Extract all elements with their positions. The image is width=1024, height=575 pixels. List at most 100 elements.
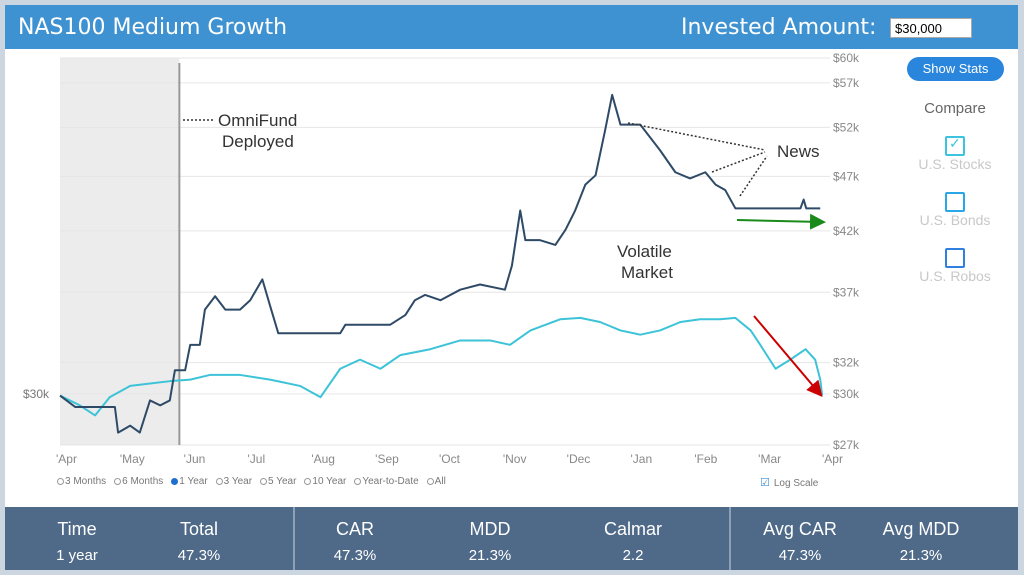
stat-time: Time 1 year [17,507,137,564]
range-option-3-year[interactable]: 3 Year [215,476,253,487]
stat-total: Total 47.3% [139,507,259,564]
stat-value: 21.3% [468,547,512,564]
range-label: 3 Months [65,476,107,487]
news-pointers [627,122,768,197]
invested-amount-input[interactable]: $30,000 [890,18,972,38]
compare-label: Compare [924,100,986,117]
stats-divider [729,507,731,570]
time-range-selector: 3 Months 6 Months 1 Year 3 Year 5 Year 10 Yea… [57,476,446,487]
deployed-annotation-line2: Deployed [222,132,294,151]
stat-value: 1 year [56,547,98,564]
stat-value: 47.3% [778,547,822,564]
log-scale-toggle[interactable]: ☑ Log Scale [760,476,818,489]
compare-option-label: U.S. Robos [919,268,991,284]
radio-icon [260,478,268,485]
compare-option-label: U.S. Stocks [918,156,992,172]
compare-checkbox-u-s-robos[interactable] [945,248,965,268]
range-option-all[interactable]: All [426,476,446,487]
y-tick-label: $32k [833,356,860,370]
start-value-label: $30k [23,387,50,401]
y-tick-label: $27k [833,438,860,452]
news-annotation: News [777,142,820,161]
range-label: 3 Year [223,476,253,487]
compare-checkbox-u-s-stocks[interactable]: ✓ [945,135,965,156]
compare-checkbox-u-s-bonds[interactable] [945,192,965,212]
series-line-us-stocks [59,316,824,417]
compare-option-label: U.S. Bonds [919,212,991,228]
pre-deployment-shade [60,58,180,445]
y-tick-label: $52k [833,120,860,134]
y-tick-label: $57k [833,76,860,90]
radio-icon [57,478,64,485]
series-line-fund [59,93,821,434]
range-label: 5 Year [268,476,297,487]
stat-header: Avg MDD [882,519,960,539]
stat-header: MDD [469,519,511,539]
stat-header: Calmar [603,519,662,539]
radio-icon [171,478,179,485]
stat-mdd: MDD 21.3% [430,507,550,564]
stat-value: 21.3% [899,547,943,564]
radio-icon [215,478,223,485]
stats-divider [293,507,295,570]
show-stats-button[interactable]: Show Stats [907,57,1004,81]
y-tick-label: $30k [833,387,860,401]
radio-icon [354,478,362,485]
y-tick-label: $42k [833,224,860,238]
range-label: 1 Year [179,476,208,487]
x-tick-label: 'Jan [631,452,653,466]
log-scale-label: Log Scale [773,478,819,489]
range-option-1-year[interactable]: 1 Year [171,476,208,487]
range-label: 10 Year [312,476,347,487]
range-option-5-year[interactable]: 5 Year [260,476,296,487]
stat-header: Total [179,519,219,539]
volatile-annotation-line1: Volatile [617,242,672,261]
stat-value: 2.2 [622,547,644,564]
y-tick-label: $37k [833,285,860,299]
x-tick-label: 'Sep [375,452,399,466]
range-label: All [434,476,446,487]
radio-icon [114,478,122,485]
range-option-year-to-date[interactable]: Year-to-Date [354,476,419,487]
y-tick-label: $60k [833,51,860,65]
radio-icon [426,478,434,485]
stat-header: Time [57,519,97,539]
decline-arrow [753,315,823,398]
x-tick-label: 'Jul [248,452,266,466]
volatile-annotation-line2: Market [621,263,673,282]
stat-value: 47.3% [177,547,221,564]
range-option-6-months[interactable]: 6 Months [114,476,163,487]
x-tick-label: 'Dec [567,452,591,466]
x-tick-label: 'Feb [694,452,717,466]
header-bar: NAS100 Medium Growth Invested Amount: $3… [5,5,1018,49]
stats-bar: Time 1 year Total 47.3% CAR 47.3% MDD 21.3% Calm… [5,507,1018,570]
x-tick-label: 'Mar [758,452,781,466]
x-tick-label: 'Aug [311,452,335,466]
stat-header: Avg CAR [763,519,837,539]
stat-header: CAR [335,519,374,539]
checkbox-checked-icon: ☑ [760,477,770,489]
invested-amount-label: Invested Amount: [681,15,877,40]
x-tick-label: 'Apr [822,452,843,466]
stat-value: 47.3% [333,547,377,564]
range-label: Year-to-Date [362,476,419,487]
x-tick-label: 'Apr [56,452,77,466]
range-label: 6 Months [122,476,164,487]
radio-icon [304,478,312,485]
page-title: NAS100 Medium Growth [18,15,288,40]
stat-avg-mdd: Avg MDD 21.3% [861,507,981,564]
stat-car: CAR 47.3% [295,507,415,564]
y-tick-label: $47k [833,169,860,183]
x-tick-label: 'May [120,452,145,466]
checkmark-icon: ✓ [949,135,961,151]
flat-trend-arrow [736,213,826,230]
stat-calmar: Calmar 2.2 [573,507,693,564]
range-option-10-year[interactable]: 10 Year [304,476,346,487]
x-tick-label: 'Nov [503,452,527,466]
deployed-annotation-line1: OmniFund [218,111,297,130]
stat-avg-car: Avg CAR 47.3% [740,507,860,564]
range-option-3-months[interactable]: 3 Months [57,476,106,487]
x-tick-label: 'Jun [184,452,206,466]
x-tick-label: 'Oct [439,452,461,466]
